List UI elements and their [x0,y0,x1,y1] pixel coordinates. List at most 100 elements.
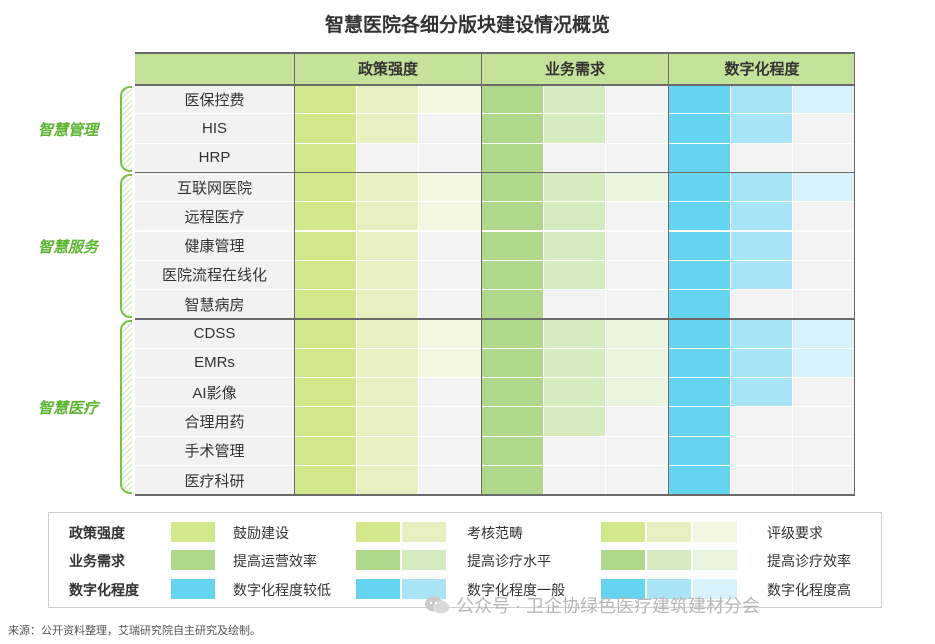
heat-cell [793,143,854,172]
heat-cell [295,85,356,114]
header-corner [135,52,294,84]
heat-cell [482,172,543,202]
heat-cell [295,348,356,377]
legend-swatch [402,579,446,599]
heat-cell [357,348,418,377]
legend-swatch [356,522,400,542]
legend-swatch [693,550,737,570]
heat-cell [357,290,418,319]
heat-cell [357,172,418,202]
heat-cell [669,348,730,377]
heat-cell [544,260,605,290]
heat-cell [669,378,730,407]
group-separator [135,318,855,320]
heat-cell [357,85,418,114]
heat-cell [295,114,356,143]
heat-cell [606,143,667,172]
heat-cell [482,436,543,465]
heat-cell [731,260,792,290]
legend-swatch [356,579,400,599]
heat-cell [669,202,730,231]
heat-cell [793,465,854,495]
heat-cell [731,407,792,436]
watermark-text: 公众号 · 卫企协绿色医疗建筑建材分会 [456,596,760,616]
watermark: 公众号 · 卫企协绿色医疗建筑建材分会 [424,592,760,618]
heat-cell [419,436,480,465]
legend-swatch [402,522,446,542]
heat-cell [482,348,543,377]
heat-cell [419,260,480,290]
heat-cell [731,114,792,143]
column-divider [481,52,483,496]
heat-cell [419,319,480,348]
heat-cell [669,114,730,143]
heat-cell [357,465,418,495]
heat-cell [606,319,667,348]
heat-cell [295,290,356,319]
group-separator [135,52,855,54]
heat-cell [544,114,605,143]
column-divider [854,52,856,496]
heat-cell [606,348,667,377]
column-divider [668,52,670,496]
legend-category: 数字化程度 [69,582,139,598]
heat-cell [482,114,543,143]
heat-cell [793,85,854,114]
heat-cell [419,85,480,114]
heat-cell [793,407,854,436]
heat-cell [606,260,667,290]
heat-cell [606,290,667,319]
group-label: 智慧医疗 [37,400,98,418]
heat-cell [731,231,792,260]
heat-cell [357,378,418,407]
heat-cell [482,143,543,172]
heat-cell [482,407,543,436]
heat-cell [357,436,418,465]
group-label: 智慧服务 [37,239,98,257]
heat-cell [669,260,730,290]
heat-cell [793,348,854,377]
heat-cell [793,231,854,260]
row-label: EMRs [135,348,294,378]
heat-cell [731,348,792,377]
legend-label: 评级要求 [767,525,823,541]
heat-cell [357,260,418,290]
legend-category: 业务需求 [69,553,125,569]
heat-cell [482,85,543,114]
heat-cell [731,85,792,114]
chart-title: 智慧医院各细分版块建设情况概览 [324,15,610,36]
legend-swatch [647,550,691,570]
heat-cell [793,172,854,202]
heat-cell [731,378,792,407]
heat-cell [419,231,480,260]
legend-swatch [402,550,446,570]
heat-cell [669,143,730,172]
legend-swatch [647,522,691,542]
row-label: 互联网医院 [135,172,294,203]
heat-cell [731,465,792,495]
legend-label: 提高诊疗水平 [467,553,551,569]
heat-cell [419,114,480,143]
heat-cell [357,202,418,231]
row-label: 健康管理 [135,231,294,261]
heat-cell [606,202,667,231]
heat-cell [419,407,480,436]
heat-cell [295,407,356,436]
heat-cell [544,231,605,260]
heat-cell [544,348,605,377]
heat-cell [731,319,792,348]
row-label: 医院流程在线化 [135,260,294,291]
heat-cell [669,436,730,465]
heat-cell [295,202,356,231]
heat-cell [669,465,730,495]
heat-cell [544,143,605,172]
heat-cell [793,202,854,231]
heat-cell [544,436,605,465]
heat-cell [482,202,543,231]
row-label: 手术管理 [135,436,294,466]
legend-label: 数字化程度高 [767,582,851,598]
heat-cell [606,436,667,465]
heat-cell [669,172,730,202]
column-divider [294,52,296,496]
